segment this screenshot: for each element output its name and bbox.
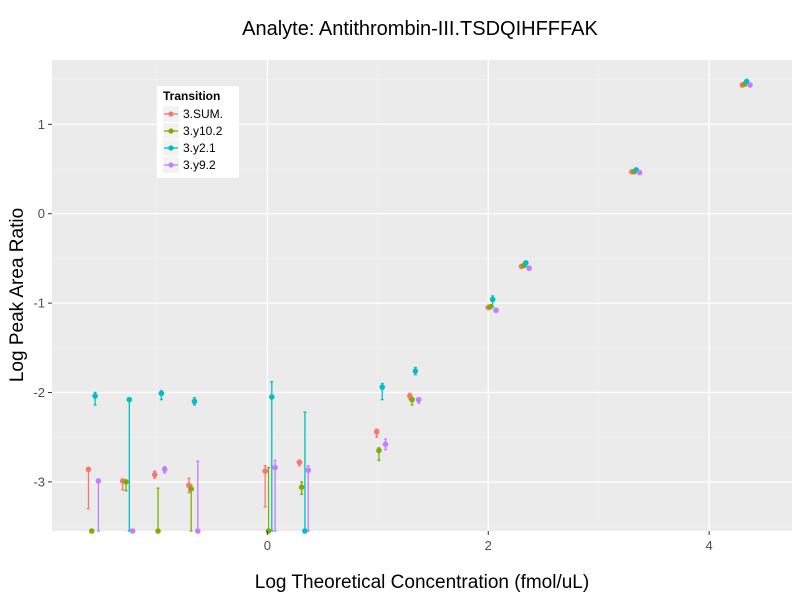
- data-point: [305, 467, 312, 474]
- data-point: [272, 464, 278, 471]
- legend-label: 3.y9.2: [183, 158, 216, 172]
- data-point: [415, 396, 422, 403]
- data-point: [265, 528, 272, 534]
- legend-key-point: [168, 111, 174, 117]
- data-point: [373, 428, 380, 435]
- data-point: [526, 265, 532, 272]
- data-point: [493, 307, 499, 314]
- data-point: [296, 459, 303, 465]
- x-axis-title: Log Theoretical Concentration (fmol/uL): [255, 572, 589, 593]
- legend-key-point: [168, 128, 174, 134]
- data-point: [298, 484, 305, 491]
- data-point: [123, 479, 129, 485]
- data-point: [523, 260, 529, 266]
- y-tick-label: 0: [38, 206, 45, 221]
- data-point: [161, 466, 168, 473]
- y-tick-label: -3: [33, 474, 45, 489]
- x-tick-label: 2: [485, 538, 492, 553]
- y-axis-title: Log Peak Area Ratio: [7, 208, 28, 382]
- data-point: [376, 447, 382, 454]
- data-point: [636, 169, 643, 176]
- legend-key-point: [168, 162, 174, 168]
- legend-label: 3.y2.1: [183, 141, 216, 155]
- y-tick-label: 1: [38, 117, 45, 132]
- data-point: [302, 528, 308, 534]
- data-point: [409, 396, 415, 403]
- major-gridlines: [52, 60, 792, 531]
- legend-key-point: [168, 145, 174, 151]
- data-point: [379, 384, 386, 390]
- legend-title: Transition: [163, 89, 220, 103]
- data-point: [487, 303, 494, 310]
- y-axis-ticks: -3 -2 -1 0 1: [33, 117, 52, 489]
- data-point: [151, 471, 158, 478]
- y-tick-label: -2: [33, 385, 45, 400]
- chart-title: Analyte: Antithrombin-III.TSDQIHFFFAK: [242, 18, 598, 40]
- legend-label: 3.y10.2: [183, 124, 223, 138]
- data-point: [268, 394, 275, 400]
- x-tick-label: 0: [264, 538, 271, 553]
- x-axis-ticks: 0 2 4: [264, 531, 713, 553]
- data-point: [489, 296, 496, 303]
- data-points: [85, 78, 753, 534]
- data-point: [194, 528, 201, 534]
- x-tick-label: 4: [706, 538, 713, 553]
- data-point: [262, 468, 268, 474]
- data-point: [95, 478, 102, 484]
- legend: Transition 3.SUM. 3.y10.2 3.y2.1 3.y9.2: [157, 86, 239, 178]
- data-point: [191, 398, 198, 405]
- data-point: [126, 396, 133, 403]
- data-point: [743, 78, 750, 85]
- legend-label: 3.SUM.: [183, 107, 223, 121]
- data-point: [382, 441, 389, 448]
- data-point: [412, 368, 419, 374]
- data-point: [188, 486, 194, 492]
- legend-entries: 3.SUM. 3.y10.2 3.y2.1 3.y9.2: [163, 106, 223, 173]
- data-point: [85, 466, 92, 473]
- data-point: [129, 528, 136, 534]
- data-point: [92, 393, 98, 399]
- data-point: [155, 528, 161, 534]
- y-tick-label: -1: [33, 296, 45, 311]
- data-point: [158, 390, 165, 397]
- data-point: [88, 528, 95, 534]
- data-point: [747, 82, 753, 88]
